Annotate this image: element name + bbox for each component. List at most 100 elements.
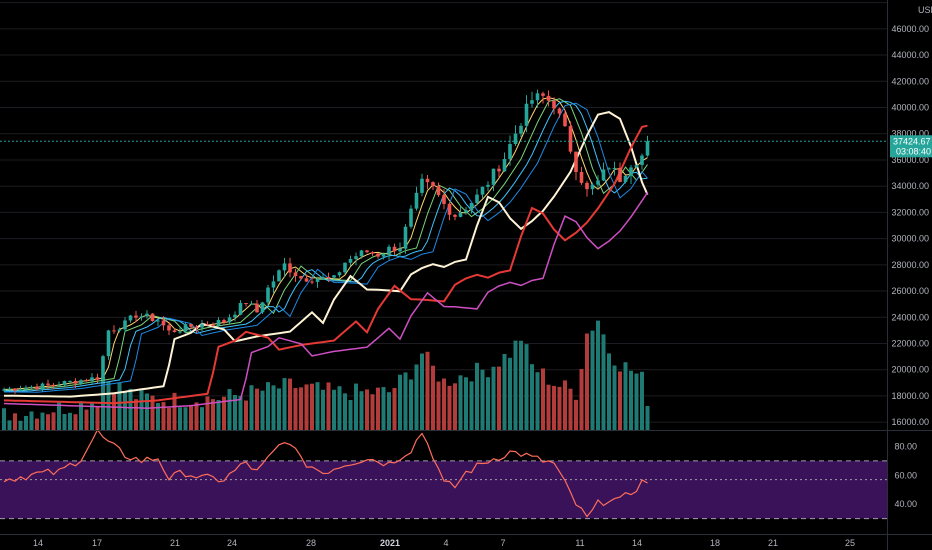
candle-body[interactable] (304, 278, 309, 282)
candle-body[interactable] (282, 263, 287, 271)
candle-body[interactable] (552, 100, 556, 109)
candle-body[interactable] (62, 381, 67, 386)
candle-body[interactable] (2, 389, 6, 391)
candle-body[interactable] (161, 320, 166, 326)
candle-body[interactable] (106, 330, 111, 357)
candle-body[interactable] (612, 167, 617, 169)
candle-body[interactable] (469, 203, 474, 211)
candle-body[interactable] (645, 141, 650, 156)
candle-body[interactable] (139, 316, 144, 318)
candle-body[interactable] (260, 302, 265, 313)
candle-body[interactable] (255, 303, 259, 313)
candle-body[interactable] (629, 167, 633, 176)
candle-body[interactable] (277, 270, 281, 282)
candle-body[interactable] (337, 272, 342, 276)
candle-body[interactable] (227, 317, 232, 323)
candle-body[interactable] (425, 178, 430, 183)
candle-body[interactable] (112, 330, 116, 332)
candle-body[interactable] (117, 329, 122, 331)
candle-body[interactable] (601, 169, 606, 181)
candle-body[interactable] (436, 186, 441, 196)
candle-body[interactable] (40, 383, 45, 389)
candle-body[interactable] (68, 380, 72, 382)
candle-body[interactable] (57, 385, 61, 387)
candle-body[interactable] (414, 192, 419, 209)
candle-body[interactable] (387, 246, 391, 255)
candle-body[interactable] (51, 384, 56, 386)
candle-body[interactable] (123, 320, 127, 330)
candle-body[interactable] (519, 125, 523, 134)
candle-body[interactable] (183, 324, 188, 332)
candle-body[interactable] (453, 214, 457, 217)
candle-body[interactable] (442, 195, 446, 204)
candle-body[interactable] (464, 210, 468, 213)
candle-body[interactable] (293, 272, 298, 277)
candle-body[interactable] (409, 208, 413, 227)
candle-body[interactable] (376, 253, 380, 257)
candle-body[interactable] (95, 377, 100, 380)
candle-body[interactable] (326, 276, 331, 278)
candle-body[interactable] (189, 324, 193, 327)
candle-body[interactable] (447, 203, 452, 215)
candle-body[interactable] (491, 168, 496, 185)
rsi-axis[interactable]: 40.00 60.00 80.00 (894, 441, 917, 509)
candle-body[interactable] (90, 377, 94, 381)
candle-body[interactable] (475, 194, 479, 204)
candle-body[interactable] (101, 356, 105, 380)
candle-body[interactable] (205, 324, 210, 326)
candle-body[interactable] (524, 103, 529, 126)
candle-body[interactable] (156, 320, 160, 322)
candle-body[interactable] (73, 380, 78, 384)
candle-body[interactable] (563, 113, 567, 127)
candle-body[interactable] (310, 281, 314, 283)
time-axis[interactable]: 14 17 21 24 28 2021 4 7 11 14 18 21 25 (33, 538, 855, 548)
candle-body[interactable] (381, 254, 386, 257)
candle-body[interactable] (150, 313, 155, 322)
candle-body[interactable] (370, 252, 375, 254)
candle-body[interactable] (244, 302, 248, 304)
candle-body[interactable] (145, 313, 149, 317)
candle-body[interactable] (128, 315, 133, 321)
candle-body[interactable] (288, 263, 292, 273)
candle-body[interactable] (194, 326, 199, 328)
candle-body[interactable] (502, 158, 507, 172)
candle-body[interactable] (359, 250, 364, 257)
candle-body[interactable] (18, 389, 23, 391)
candle-body[interactable] (585, 182, 589, 190)
candle-body[interactable] (299, 276, 303, 279)
candle-body[interactable] (216, 319, 221, 326)
candle-body[interactable] (222, 319, 226, 323)
candle-body[interactable] (178, 331, 182, 333)
candle-body[interactable] (623, 175, 628, 183)
candle-body[interactable] (200, 324, 204, 328)
candle-body[interactable] (321, 276, 325, 280)
candle-body[interactable] (13, 388, 17, 391)
candle-body[interactable] (167, 325, 171, 331)
candle-body[interactable] (458, 212, 463, 217)
candle-body[interactable] (530, 100, 534, 104)
candle-body[interactable] (634, 164, 639, 168)
candle-body[interactable] (541, 93, 545, 96)
candle-body[interactable] (480, 186, 485, 195)
candle-body[interactable] (343, 262, 347, 273)
candle-body[interactable] (249, 303, 254, 305)
candle-body[interactable] (557, 108, 562, 114)
candle-body[interactable] (618, 167, 622, 183)
candle-body[interactable] (568, 126, 573, 152)
candle-body[interactable] (79, 380, 83, 384)
candle-body[interactable] (640, 155, 644, 165)
candle-body[interactable] (392, 246, 397, 252)
candle-body[interactable] (315, 279, 320, 282)
candle-body[interactable] (486, 184, 490, 187)
candle-body[interactable] (590, 184, 595, 190)
rsi-pane[interactable] (0, 428, 887, 520)
candle-body[interactable] (332, 275, 336, 278)
candle-body[interactable] (134, 315, 138, 318)
candle-body[interactable] (172, 330, 177, 333)
candle-body[interactable] (354, 256, 358, 259)
candle-body[interactable] (596, 180, 600, 185)
candle-body[interactable] (535, 93, 540, 101)
candle-body[interactable] (607, 168, 611, 170)
candle-body[interactable] (365, 250, 369, 253)
